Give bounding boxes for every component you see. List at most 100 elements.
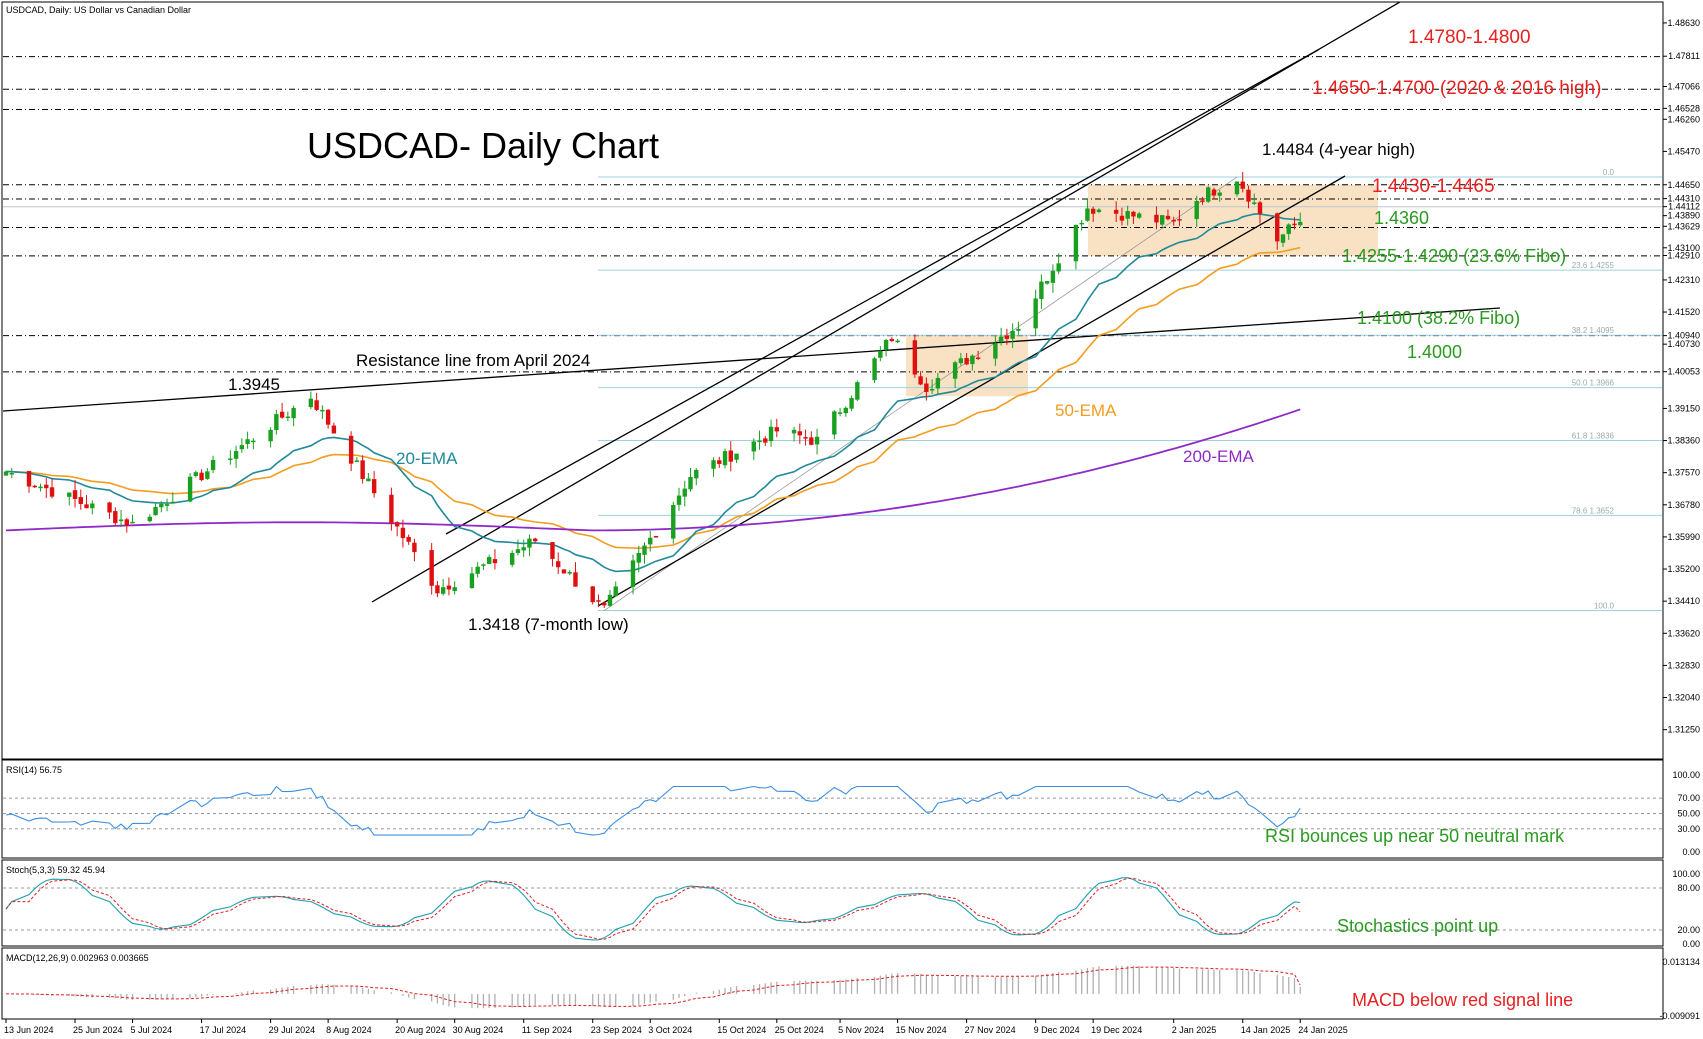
candle-body [763, 438, 768, 443]
price-tick-label: 1.45470 [1667, 146, 1700, 156]
candle-body [918, 376, 923, 385]
date-tick-label: 30 Aug 2024 [453, 1025, 504, 1035]
candle-body [567, 572, 572, 574]
candle-body [797, 431, 803, 436]
candle-body [1125, 211, 1130, 219]
fib-diagonal [604, 176, 1238, 611]
candle-body [1016, 328, 1021, 331]
candle-body [44, 484, 49, 489]
date-tick-label: 2 Jan 2025 [1172, 1025, 1217, 1035]
candle-body [573, 572, 578, 587]
candle-body [1056, 263, 1061, 272]
candle-body [671, 505, 676, 539]
price-tick-label: 1.43890 [1667, 211, 1700, 221]
candle-body [67, 492, 72, 497]
stoch-tick: 100.00 [1672, 869, 1700, 879]
candle-body [1177, 219, 1182, 221]
candle-body [440, 587, 446, 594]
candle-body [998, 336, 1004, 342]
annotation-1-4360: 1.4360 [1374, 208, 1429, 228]
candle-body [1136, 213, 1142, 218]
candle-body [889, 338, 895, 342]
annotation-1-4430: 1.4430-1.4465 [1372, 176, 1495, 197]
candle-body [1033, 298, 1038, 329]
candle-body [170, 501, 176, 504]
stoch-tick: 0.00 [1682, 939, 1700, 949]
candle-body [308, 398, 314, 408]
candle-body [837, 412, 843, 414]
candle-body [596, 600, 601, 602]
candle-body [958, 358, 964, 364]
candle-body [187, 476, 193, 502]
macd-title: MACD(12,26,9) 0.002963 0.003665 [6, 953, 149, 963]
candle-body [130, 521, 135, 524]
candle-body [429, 550, 434, 586]
date-tick-label: 24 Jan 2025 [1298, 1025, 1348, 1035]
candle-body [975, 357, 981, 359]
rsi-tick: 70.00 [1677, 793, 1700, 803]
candle-body [389, 494, 394, 523]
candle-body [1298, 221, 1303, 226]
candle-body [107, 502, 112, 513]
candle-body [274, 414, 279, 430]
annotation-ema50: 50-EMA [1055, 401, 1117, 420]
annotation-1-3418: 1.3418 (7-month low) [468, 615, 629, 634]
candle-body [590, 586, 595, 603]
rsi-tick: 50.00 [1677, 809, 1700, 819]
rsi-tick: 0.00 [1682, 847, 1700, 857]
candle-body [993, 343, 998, 359]
candle-body [492, 559, 498, 564]
candle-body [814, 436, 820, 445]
fib-label-3: 50.0 1.3966 [1572, 379, 1615, 388]
candle-body [239, 445, 245, 450]
candle-body [855, 382, 860, 400]
price-tick-label: 1.35200 [1667, 564, 1700, 574]
candle-body [924, 383, 929, 393]
annotation-ema20: 20-EMA [396, 449, 458, 468]
date-tick-label: 14 Jan 2025 [1241, 1025, 1291, 1035]
candle-body [199, 472, 204, 481]
price-tick-label: 1.43100 [1667, 243, 1700, 253]
date-tick-label: 23 Sep 2024 [591, 1025, 642, 1035]
candle-body [1154, 214, 1159, 223]
annotation-resistance: Resistance line from April 2024 [356, 351, 590, 370]
annotation-ema200: 200-EMA [1183, 447, 1255, 466]
macd-tick: -0.009091 [1659, 1011, 1700, 1021]
stoch-signal-line [5, 877, 1301, 940]
fib-label-1: 23.6 1.4255 [1572, 261, 1615, 270]
date-tick-label: 29 Jul 2024 [269, 1025, 316, 1035]
candle-body [832, 411, 837, 435]
trend-line-1 [445, 49, 1319, 535]
candle-body [193, 472, 199, 476]
candle-body [630, 560, 636, 587]
date-tick-label: 25 Jun 2024 [73, 1025, 123, 1035]
candle-body [1096, 209, 1102, 212]
macd-note: MACD below red signal line [1352, 990, 1573, 1010]
candle-body [607, 594, 613, 606]
candle-body [774, 427, 779, 432]
candle-body [1004, 335, 1010, 339]
macd-signal-line [6, 966, 1301, 1007]
price-tick-label: 1.34410 [1667, 596, 1700, 606]
candle-body [1159, 215, 1165, 225]
candle-body [1090, 208, 1096, 214]
date-tick-label: 27 Nov 2024 [965, 1025, 1016, 1035]
candle-body [268, 429, 273, 442]
rsi-note: RSI bounces up near 50 neutral mark [1265, 826, 1565, 846]
annotation-1-3945: 1.3945 [228, 375, 280, 394]
date-tick-label: 25 Oct 2024 [775, 1025, 824, 1035]
candle-body [1171, 219, 1176, 222]
ema200-line [5, 408, 1301, 532]
candle-body [285, 416, 291, 419]
candle-body [964, 358, 969, 365]
candle-body [1275, 213, 1280, 242]
candle-body [228, 458, 233, 460]
date-tick-label: 17 Jul 2024 [200, 1025, 247, 1035]
candle-body [1280, 234, 1286, 243]
candle-body [1240, 181, 1245, 189]
candle-body [486, 557, 492, 564]
candle-body [613, 586, 618, 597]
main-panel-frame [1, 1, 1664, 760]
candle-body [642, 545, 647, 555]
fib-label-4: 61.8 1.3836 [1572, 432, 1615, 441]
